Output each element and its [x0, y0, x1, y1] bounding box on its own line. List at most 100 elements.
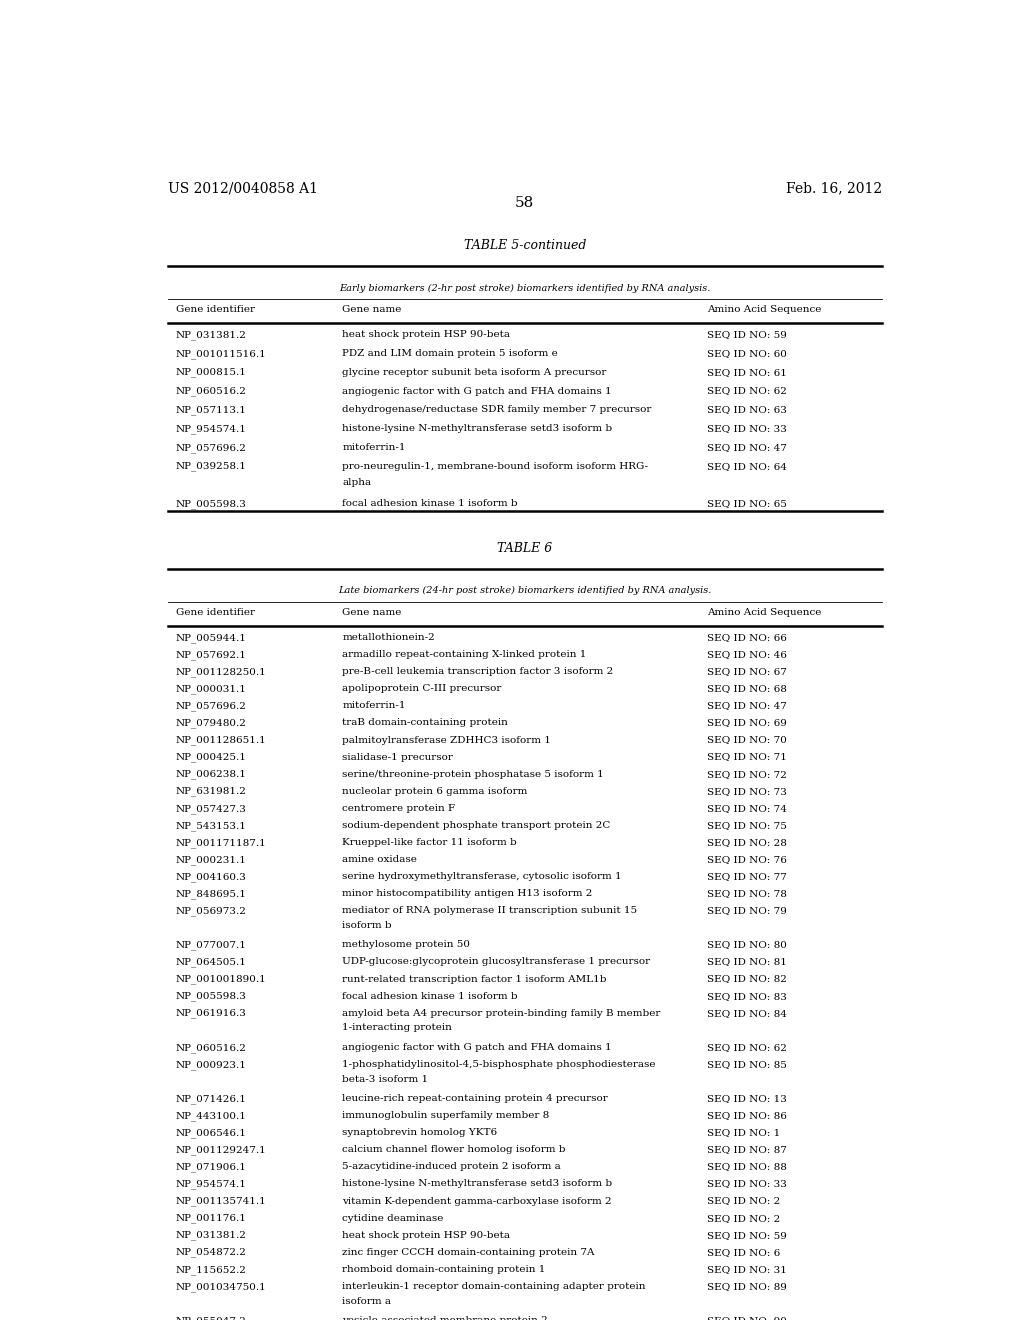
Text: SEQ ID NO: 79: SEQ ID NO: 79 [708, 907, 787, 915]
Text: sodium-dependent phosphate transport protein 2C: sodium-dependent phosphate transport pro… [342, 821, 610, 830]
Text: SEQ ID NO: 64: SEQ ID NO: 64 [708, 462, 787, 471]
Text: NP_006238.1: NP_006238.1 [176, 770, 247, 779]
Text: SEQ ID NO: 89: SEQ ID NO: 89 [708, 1282, 787, 1291]
Text: pro-neuregulin-1, membrane-bound isoform isoform HRG-: pro-neuregulin-1, membrane-bound isoform… [342, 462, 648, 471]
Text: 5-azacytidine-induced protein 2 isoform a: 5-azacytidine-induced protein 2 isoform … [342, 1163, 561, 1171]
Text: dehydrogenase/reductase SDR family member 7 precursor: dehydrogenase/reductase SDR family membe… [342, 405, 651, 414]
Text: SEQ ID NO: 62: SEQ ID NO: 62 [708, 1043, 787, 1052]
Text: amine oxidase: amine oxidase [342, 855, 417, 865]
Text: NP_057696.2: NP_057696.2 [176, 701, 247, 711]
Text: NP_071426.1: NP_071426.1 [176, 1094, 247, 1104]
Text: amyloid beta A4 precursor protein-binding family B member: amyloid beta A4 precursor protein-bindin… [342, 1008, 660, 1018]
Text: NP_000425.1: NP_000425.1 [176, 752, 247, 762]
Text: NP_001128651.1: NP_001128651.1 [176, 735, 266, 746]
Text: SEQ ID NO: 59: SEQ ID NO: 59 [708, 1230, 787, 1239]
Text: SEQ ID NO: 31: SEQ ID NO: 31 [708, 1265, 787, 1274]
Text: runt-related transcription factor 1 isoform AML1b: runt-related transcription factor 1 isof… [342, 974, 607, 983]
Text: SEQ ID NO: 84: SEQ ID NO: 84 [708, 1008, 787, 1018]
Text: SEQ ID NO: 1: SEQ ID NO: 1 [708, 1129, 780, 1138]
Text: NP_057113.1: NP_057113.1 [176, 405, 247, 414]
Text: focal adhesion kinase 1 isoform b: focal adhesion kinase 1 isoform b [342, 991, 518, 1001]
Text: nucleolar protein 6 gamma isoform: nucleolar protein 6 gamma isoform [342, 787, 527, 796]
Text: NP_031381.2: NP_031381.2 [176, 1230, 247, 1241]
Text: 1-phosphatidylinositol-4,5-bisphosphate phosphodiesterase: 1-phosphatidylinositol-4,5-bisphosphate … [342, 1060, 655, 1069]
Text: SEQ ID NO: 86: SEQ ID NO: 86 [708, 1111, 787, 1121]
Text: mediator of RNA polymerase II transcription subunit 15: mediator of RNA polymerase II transcript… [342, 907, 637, 915]
Text: SEQ ID NO: 75: SEQ ID NO: 75 [708, 821, 787, 830]
Text: 1-interacting protein: 1-interacting protein [342, 1023, 453, 1032]
Text: SEQ ID NO: 60: SEQ ID NO: 60 [708, 348, 787, 358]
Text: NP_001135741.1: NP_001135741.1 [176, 1196, 266, 1206]
Text: Amino Acid Sequence: Amino Acid Sequence [708, 607, 821, 616]
Text: SEQ ID NO: 66: SEQ ID NO: 66 [708, 634, 787, 642]
Text: zinc finger CCCH domain-containing protein 7A: zinc finger CCCH domain-containing prote… [342, 1247, 595, 1257]
Text: NP_060516.2: NP_060516.2 [176, 387, 247, 396]
Text: NP_000923.1: NP_000923.1 [176, 1060, 247, 1069]
Text: NP_001129247.1: NP_001129247.1 [176, 1146, 266, 1155]
Text: synaptobrevin homolog YKT6: synaptobrevin homolog YKT6 [342, 1129, 498, 1138]
Text: interleukin-1 receptor domain-containing adapter protein: interleukin-1 receptor domain-containing… [342, 1282, 646, 1291]
Text: metallothionein-2: metallothionein-2 [342, 634, 435, 642]
Text: SEQ ID NO: 47: SEQ ID NO: 47 [708, 701, 787, 710]
Text: NP_054872.2: NP_054872.2 [176, 1247, 247, 1258]
Text: Amino Acid Sequence: Amino Acid Sequence [708, 305, 821, 314]
Text: isoform a: isoform a [342, 1296, 391, 1305]
Text: NP_055047.2: NP_055047.2 [176, 1316, 247, 1320]
Text: NP_443100.1: NP_443100.1 [176, 1111, 247, 1121]
Text: alpha: alpha [342, 478, 372, 487]
Text: NP_039258.1: NP_039258.1 [176, 462, 247, 471]
Text: NP_000231.1: NP_000231.1 [176, 855, 247, 865]
Text: SEQ ID NO: 70: SEQ ID NO: 70 [708, 735, 787, 744]
Text: SEQ ID NO: 68: SEQ ID NO: 68 [708, 684, 787, 693]
Text: vitamin K-dependent gamma-carboxylase isoform 2: vitamin K-dependent gamma-carboxylase is… [342, 1196, 612, 1205]
Text: serine/threonine-protein phosphatase 5 isoform 1: serine/threonine-protein phosphatase 5 i… [342, 770, 604, 779]
Text: NP_001171187.1: NP_001171187.1 [176, 838, 266, 847]
Text: SEQ ID NO: 61: SEQ ID NO: 61 [708, 368, 787, 376]
Text: Gene identifier: Gene identifier [176, 607, 255, 616]
Text: SEQ ID NO: 69: SEQ ID NO: 69 [708, 718, 787, 727]
Text: focal adhesion kinase 1 isoform b: focal adhesion kinase 1 isoform b [342, 499, 518, 508]
Text: NP_057696.2: NP_057696.2 [176, 444, 247, 453]
Text: NP_005598.3: NP_005598.3 [176, 499, 247, 510]
Text: SEQ ID NO: 73: SEQ ID NO: 73 [708, 787, 787, 796]
Text: Gene name: Gene name [342, 305, 401, 314]
Text: PDZ and LIM domain protein 5 isoform e: PDZ and LIM domain protein 5 isoform e [342, 348, 558, 358]
Text: NP_005944.1: NP_005944.1 [176, 634, 247, 643]
Text: NP_000031.1: NP_000031.1 [176, 684, 247, 694]
Text: calcium channel flower homolog isoform b: calcium channel flower homolog isoform b [342, 1146, 566, 1154]
Text: NP_001128250.1: NP_001128250.1 [176, 667, 266, 677]
Text: NP_001011516.1: NP_001011516.1 [176, 348, 266, 359]
Text: SEQ ID NO: 81: SEQ ID NO: 81 [708, 957, 787, 966]
Text: glycine receptor subunit beta isoform A precursor: glycine receptor subunit beta isoform A … [342, 368, 606, 376]
Text: NP_057692.1: NP_057692.1 [176, 651, 247, 660]
Text: NP_077007.1: NP_077007.1 [176, 940, 247, 950]
Text: NP_115652.2: NP_115652.2 [176, 1265, 247, 1275]
Text: pre-B-cell leukemia transcription factor 3 isoform 2: pre-B-cell leukemia transcription factor… [342, 667, 613, 676]
Text: SEQ ID NO: 13: SEQ ID NO: 13 [708, 1094, 787, 1104]
Text: SEQ ID NO: 33: SEQ ID NO: 33 [708, 1180, 787, 1188]
Text: NP_006546.1: NP_006546.1 [176, 1129, 247, 1138]
Text: palmitoylransferase ZDHHC3 isoform 1: palmitoylransferase ZDHHC3 isoform 1 [342, 735, 551, 744]
Text: apolipoprotein C-III precursor: apolipoprotein C-III precursor [342, 684, 502, 693]
Text: SEQ ID NO: 87: SEQ ID NO: 87 [708, 1146, 787, 1154]
Text: SEQ ID NO: 74: SEQ ID NO: 74 [708, 804, 787, 813]
Text: sialidase-1 precursor: sialidase-1 precursor [342, 752, 454, 762]
Text: NP_004160.3: NP_004160.3 [176, 873, 247, 882]
Text: methylosome protein 50: methylosome protein 50 [342, 940, 470, 949]
Text: armadillo repeat-containing X-linked protein 1: armadillo repeat-containing X-linked pro… [342, 651, 587, 659]
Text: SEQ ID NO: 77: SEQ ID NO: 77 [708, 873, 787, 882]
Text: TABLE 6: TABLE 6 [498, 541, 552, 554]
Text: centromere protein F: centromere protein F [342, 804, 456, 813]
Text: SEQ ID NO: 2: SEQ ID NO: 2 [708, 1213, 780, 1222]
Text: SEQ ID NO: 63: SEQ ID NO: 63 [708, 405, 787, 414]
Text: cytidine deaminase: cytidine deaminase [342, 1213, 443, 1222]
Text: histone-lysine N-methyltransferase setd3 isoform b: histone-lysine N-methyltransferase setd3… [342, 1180, 612, 1188]
Text: angiogenic factor with G patch and FHA domains 1: angiogenic factor with G patch and FHA d… [342, 387, 612, 396]
Text: SEQ ID NO: 88: SEQ ID NO: 88 [708, 1163, 787, 1171]
Text: serine hydroxymethyltransferase, cytosolic isoform 1: serine hydroxymethyltransferase, cytosol… [342, 873, 622, 882]
Text: US 2012/0040858 A1: US 2012/0040858 A1 [168, 182, 317, 195]
Text: NP_000815.1: NP_000815.1 [176, 368, 247, 378]
Text: SEQ ID NO: 71: SEQ ID NO: 71 [708, 752, 787, 762]
Text: rhomboid domain-containing protein 1: rhomboid domain-containing protein 1 [342, 1265, 546, 1274]
Text: SEQ ID NO: 59: SEQ ID NO: 59 [708, 330, 787, 339]
